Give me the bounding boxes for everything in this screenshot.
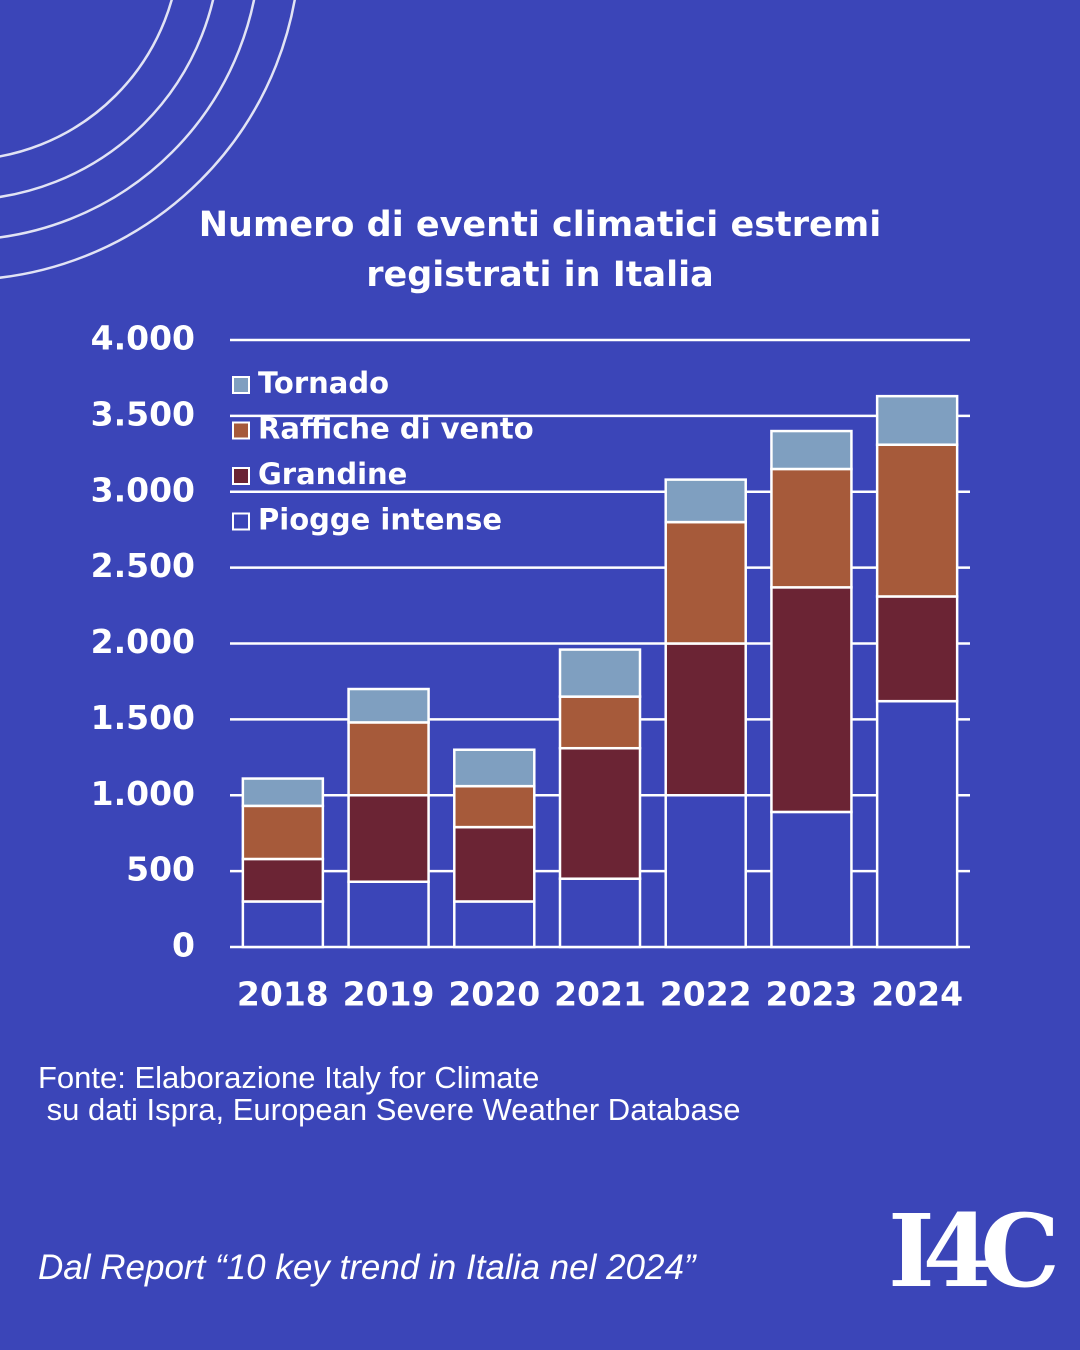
bar-segment bbox=[241, 804, 325, 861]
y-tick-label: 3.500 bbox=[91, 394, 195, 433]
legend-swatch bbox=[232, 512, 250, 531]
bar-segment bbox=[875, 595, 959, 703]
legend-label: Piogge intense bbox=[258, 503, 502, 537]
x-tick-label: 2021 bbox=[554, 975, 646, 1014]
y-tick-label: 4.000 bbox=[91, 319, 195, 358]
bar-segment bbox=[347, 721, 430, 797]
chart-title: Numero di eventi climatici estremi regis… bbox=[198, 205, 882, 295]
bar-segment bbox=[347, 880, 430, 949]
bar-segment bbox=[664, 520, 747, 645]
bar-segment bbox=[770, 429, 853, 471]
y-tick-label: 1.000 bbox=[91, 774, 195, 813]
y-tick-label: 0 bbox=[172, 926, 195, 965]
bar-segment bbox=[453, 784, 536, 829]
x-tick-label: 2018 bbox=[237, 975, 329, 1014]
legend-swatch bbox=[232, 376, 250, 394]
x-tick-label: 2019 bbox=[343, 975, 435, 1014]
legend-swatch bbox=[232, 467, 250, 485]
bar-segment bbox=[664, 478, 747, 524]
legend-swatch bbox=[232, 421, 250, 440]
bar-segment bbox=[875, 699, 959, 949]
bar-segment bbox=[770, 586, 853, 814]
bar-segment bbox=[347, 794, 430, 883]
x-tick-label: 2022 bbox=[660, 975, 752, 1014]
x-tick-label: 2020 bbox=[448, 975, 540, 1014]
bar-segment bbox=[558, 746, 642, 880]
source: su dati Ispra, European Severe Weather D… bbox=[38, 1092, 741, 1127]
y-tick-label: 2.000 bbox=[91, 622, 195, 661]
bar-segment bbox=[453, 900, 536, 949]
y-tick-label: 1.500 bbox=[91, 698, 195, 737]
bar-segment bbox=[241, 900, 325, 949]
y-tick-label: 2.500 bbox=[91, 546, 195, 585]
bar-segment bbox=[241, 857, 325, 903]
bar-segment bbox=[453, 748, 536, 788]
bar-segment bbox=[453, 825, 536, 903]
y-tick-label: 3.000 bbox=[91, 470, 195, 509]
logo: I4C bbox=[888, 1192, 1060, 1310]
x-tick-label: 2023 bbox=[765, 975, 857, 1014]
report-note: Dal Report “10 key trend in Italia nel 2… bbox=[38, 1248, 696, 1287]
x-tick-label: 2024 bbox=[871, 975, 963, 1014]
bar-segment bbox=[558, 648, 642, 698]
legend-label: Raffiche di vento bbox=[258, 412, 534, 446]
bar-segment bbox=[241, 777, 325, 808]
bar-segment bbox=[664, 642, 747, 797]
bar-segment bbox=[875, 443, 959, 598]
bar-segment bbox=[875, 394, 959, 446]
y-tick-label: 500 bbox=[126, 850, 195, 889]
bar-segment bbox=[558, 695, 642, 750]
legend-label: Tornado bbox=[258, 366, 389, 400]
bar-segment bbox=[770, 467, 853, 589]
legend-label: Grandine bbox=[258, 457, 407, 491]
bar-segment bbox=[770, 810, 853, 949]
source: Fonte: Elaborazione Italy for Climate bbox=[38, 1060, 540, 1095]
bar-segment bbox=[664, 794, 747, 949]
bar-segment bbox=[558, 877, 642, 949]
bar-segment bbox=[347, 687, 430, 724]
